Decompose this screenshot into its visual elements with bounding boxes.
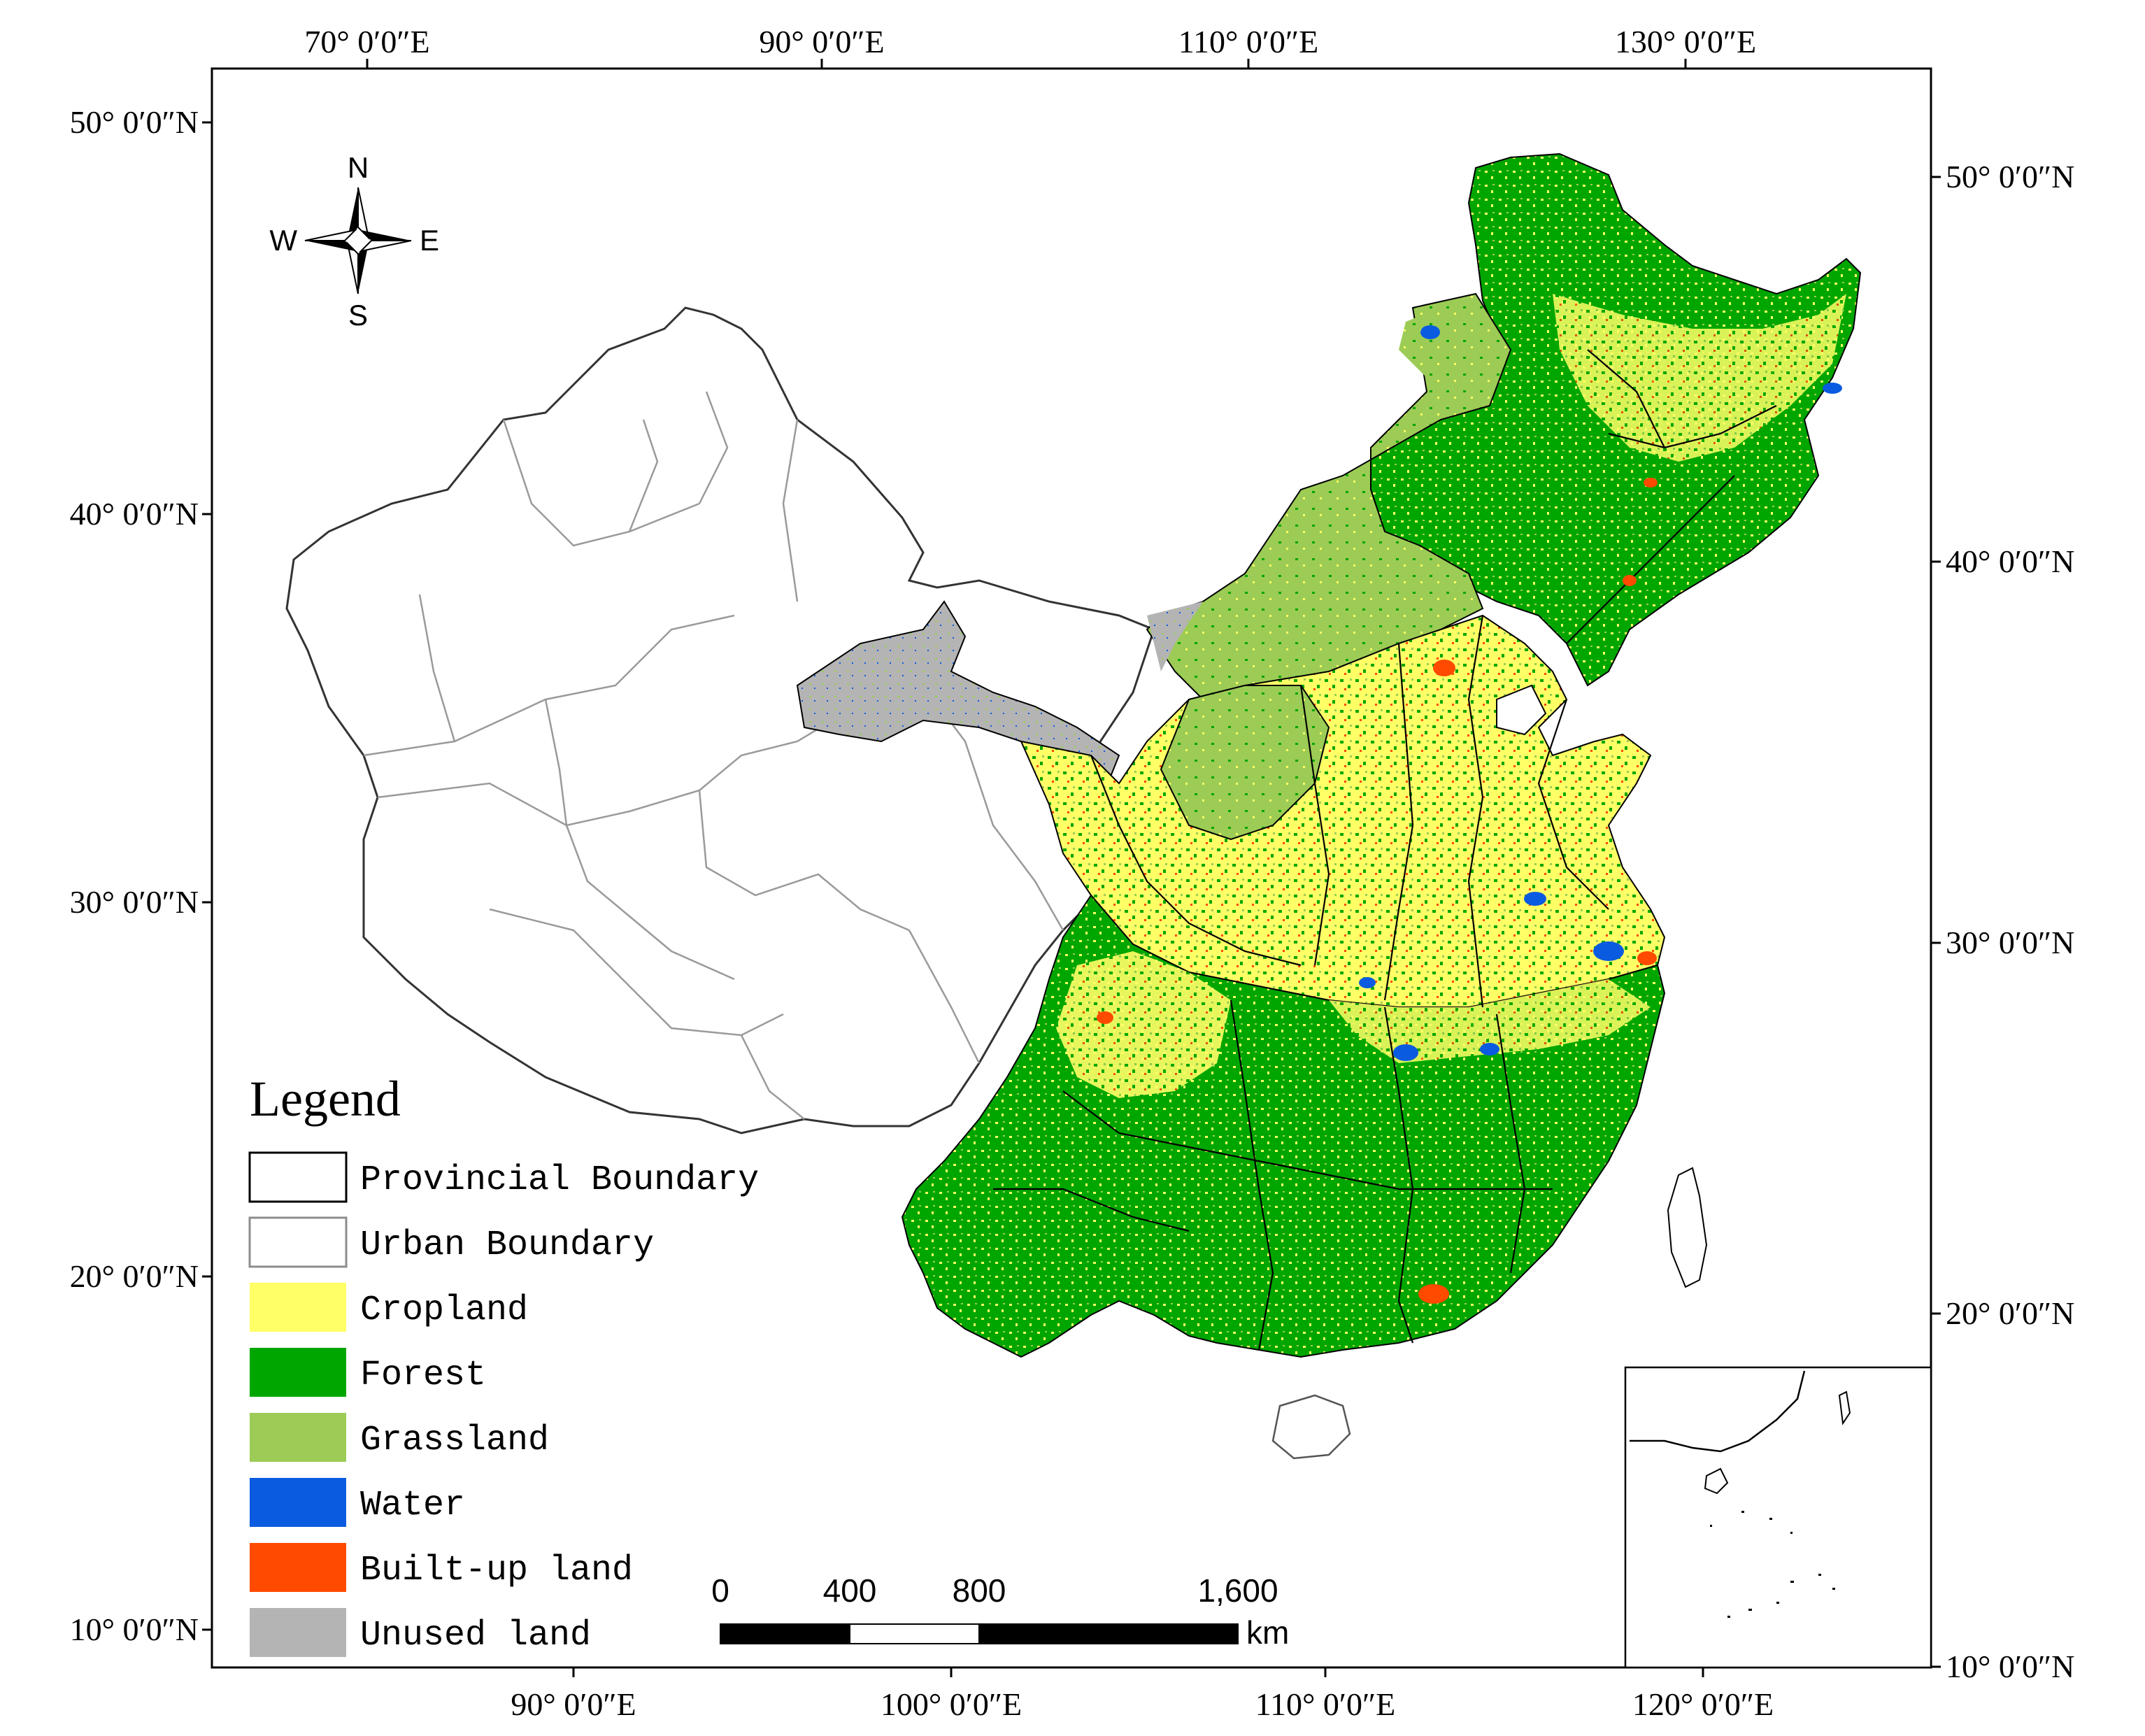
legend-title: Legend xyxy=(250,1071,401,1127)
left-latitude-labels: 50° 0′0″N 40° 0′0″N 30° 0′0″N 20° 0′0″N … xyxy=(70,104,199,1647)
left-lat-label: 30° 0′0″N xyxy=(70,884,199,920)
legend-swatch xyxy=(250,1478,346,1527)
legend-label: Unused land xyxy=(360,1616,591,1656)
east-label: E xyxy=(420,224,439,257)
legend-label: Urban Boundary xyxy=(360,1225,654,1265)
bottom-lon-label: 110° 0′0″E xyxy=(1255,1686,1396,1722)
south-label: S xyxy=(348,299,368,332)
top-longitude-labels: 70° 0′0″E 90° 0′0″E 110° 0′0″E 130° 0′0″… xyxy=(304,24,1756,59)
left-lat-label: 50° 0′0″N xyxy=(70,104,199,140)
top-lon-label: 110° 0′0″E xyxy=(1178,24,1319,59)
scale-label-1600: 1,600 xyxy=(1197,1572,1278,1609)
legend-swatch xyxy=(248,1151,348,1203)
legend-swatch xyxy=(248,1216,348,1268)
legend-label: Grassland xyxy=(360,1421,549,1460)
scale-bar: 0 400 800 1,600 km xyxy=(711,1572,1289,1651)
bottom-lon-label: 120° 0′0″E xyxy=(1632,1686,1774,1722)
legend-label: Built-up land xyxy=(360,1551,633,1591)
right-lat-label: 20° 0′0″N xyxy=(1946,1295,2074,1331)
right-latitude-labels: 50° 0′0″N 40° 0′0″N 30° 0′0″N 20° 0′0″N … xyxy=(1946,159,2074,1684)
scale-label-400: 400 xyxy=(823,1572,877,1609)
top-lon-label: 70° 0′0″E xyxy=(304,24,429,59)
right-lat-label: 50° 0′0″N xyxy=(1946,159,2074,194)
legend-swatch xyxy=(250,1283,346,1332)
inset-map xyxy=(1624,1366,1932,1669)
west-label: W xyxy=(269,224,297,257)
water-and-builtup-accents xyxy=(1097,325,1842,1304)
legend-label: Forest xyxy=(360,1356,486,1395)
scale-label-800: 800 xyxy=(953,1572,1006,1609)
legend-swatch xyxy=(250,1348,346,1397)
left-lat-label: 40° 0′0″N xyxy=(70,496,199,532)
scale-unit: km xyxy=(1246,1614,1289,1651)
legend-swatch xyxy=(250,1413,346,1462)
right-lat-label: 30° 0′0″N xyxy=(1946,925,2074,960)
legend-label: Water xyxy=(360,1486,465,1525)
legend-label: Provincial Boundary xyxy=(360,1160,759,1200)
north-arrow-icon: N S W E xyxy=(269,151,439,332)
legend: Legend Provincial Boundary Urban Boundary… xyxy=(248,1071,759,1657)
legend-swatch xyxy=(250,1543,346,1592)
bottom-longitude-labels: 90° 0′0″E 100° 0′0″E 110° 0′0″E 120° 0′0… xyxy=(511,1686,1774,1722)
legend-label: Cropland xyxy=(360,1290,528,1330)
right-ticks xyxy=(1931,176,1941,1668)
right-lat-label: 40° 0′0″N xyxy=(1946,543,2074,579)
provincial-boundaries xyxy=(993,349,1777,1351)
scale-label-0: 0 xyxy=(711,1572,729,1609)
bottom-lon-label: 90° 0′0″E xyxy=(511,1686,636,1722)
eastern-landuse-region xyxy=(796,152,1862,1460)
top-ticks xyxy=(366,59,1687,69)
north-label: N xyxy=(348,151,369,184)
left-lat-label: 10° 0′0″N xyxy=(70,1612,199,1647)
right-lat-label: 10° 0′0″N xyxy=(1946,1649,2074,1684)
top-lon-label: 130° 0′0″E xyxy=(1615,24,1756,59)
bottom-ticks xyxy=(572,1667,1704,1677)
left-ticks xyxy=(202,121,212,1631)
left-lat-label: 20° 0′0″N xyxy=(70,1258,199,1294)
bottom-lon-label: 100° 0′0″E xyxy=(881,1686,1022,1722)
top-lon-label: 90° 0′0″E xyxy=(759,24,884,59)
legend-swatch xyxy=(250,1608,346,1657)
